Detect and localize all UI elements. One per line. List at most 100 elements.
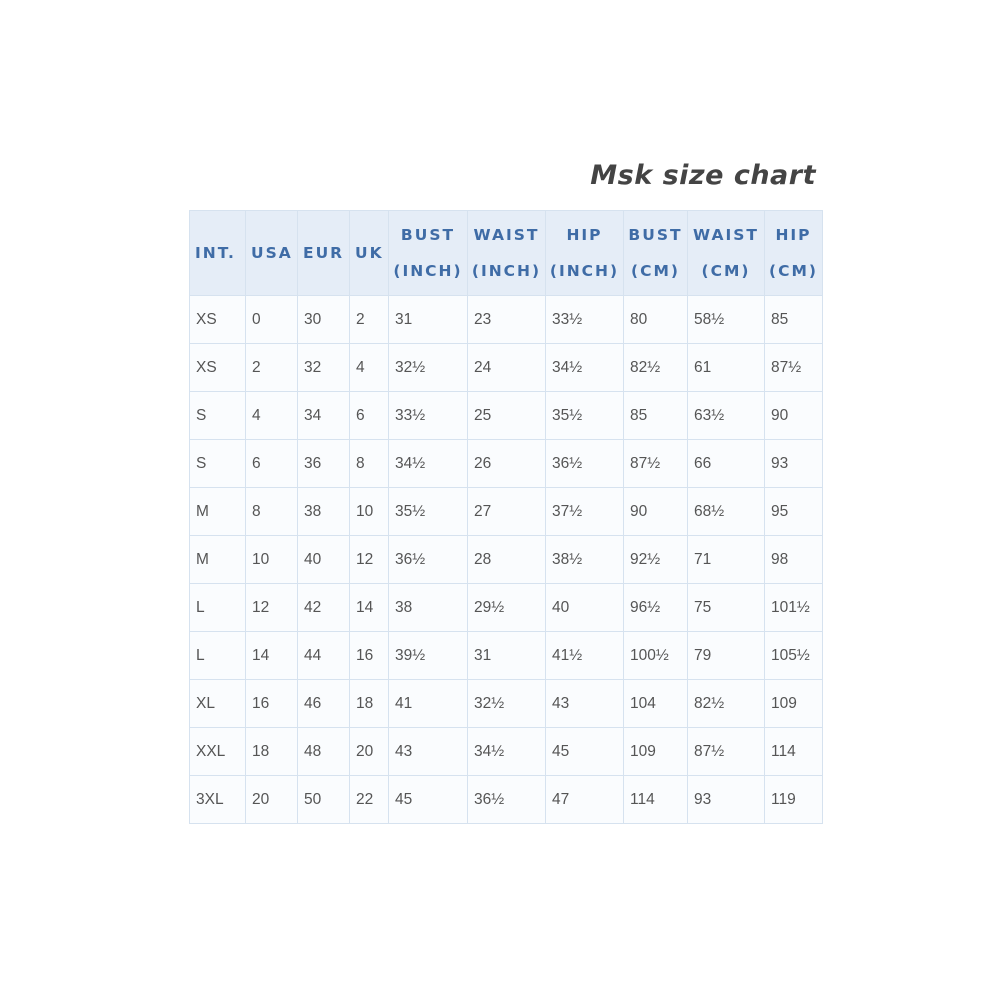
table-cell: 6 xyxy=(245,439,298,488)
table-cell: 33½ xyxy=(388,391,468,440)
table-cell: 104 xyxy=(623,679,688,728)
table-cell: 33½ xyxy=(545,295,624,344)
table-cell: 92½ xyxy=(623,535,688,584)
table-cell: 4 xyxy=(245,391,298,440)
table-row: L 12 42 14 38 29½ 40 96½ 75 101½ xyxy=(189,583,823,632)
table-cell: 10 xyxy=(245,535,298,584)
table-row: XL 16 46 18 41 32½ 43 104 82½ 109 xyxy=(189,679,823,728)
table-cell: 114 xyxy=(623,775,688,824)
column-header: INT. xyxy=(189,210,246,296)
table-cell: 23 xyxy=(467,295,546,344)
table-cell: 6 xyxy=(349,391,389,440)
column-header: HIP (INCH) xyxy=(545,210,624,296)
column-header-label: USA xyxy=(251,244,293,262)
chart-title: Msk size chart xyxy=(590,160,816,191)
column-header-label: (INCH) xyxy=(549,262,620,280)
table-cell: 2 xyxy=(349,295,389,344)
table-cell: 105½ xyxy=(764,631,823,680)
table-cell: 93 xyxy=(687,775,765,824)
table-cell: 48 xyxy=(297,727,350,776)
table-cell: S xyxy=(189,391,246,440)
table-cell: 44 xyxy=(297,631,350,680)
table-cell: 39½ xyxy=(388,631,468,680)
table-cell: 4 xyxy=(349,343,389,392)
table-cell: XXL xyxy=(189,727,246,776)
table-cell: XS xyxy=(189,295,246,344)
column-header: UK xyxy=(349,210,389,296)
column-header-label: BUST xyxy=(628,226,683,244)
table-cell: 34½ xyxy=(545,343,624,392)
table-cell: 109 xyxy=(623,727,688,776)
column-header: WAIST (INCH) xyxy=(467,210,546,296)
size-table: INT. USA EUR UK BUST (INCH) WAIST (INCH) HIP (INC… xyxy=(189,210,823,824)
table-cell: 32½ xyxy=(388,343,468,392)
table-cell: 35½ xyxy=(545,391,624,440)
table-cell: 20 xyxy=(349,727,389,776)
table-cell: 32 xyxy=(297,343,350,392)
column-header-label: (INCH) xyxy=(471,262,542,280)
table-cell: 101½ xyxy=(764,583,823,632)
table-cell: L xyxy=(189,631,246,680)
table-cell: L xyxy=(189,583,246,632)
table-cell: 82½ xyxy=(623,343,688,392)
table-cell: 66 xyxy=(687,439,765,488)
table-cell: 34½ xyxy=(467,727,546,776)
column-header-label: WAIST xyxy=(473,226,540,244)
table-cell: M xyxy=(189,535,246,584)
table-cell: 41 xyxy=(388,679,468,728)
table-cell: 98 xyxy=(764,535,823,584)
table-cell: 35½ xyxy=(388,487,468,536)
table-cell: 61 xyxy=(687,343,765,392)
column-header: BUST (INCH) xyxy=(388,210,468,296)
table-row: XXL 18 48 20 43 34½ 45 109 87½ 114 xyxy=(189,727,823,776)
table-cell: 47 xyxy=(545,775,624,824)
table-cell: 18 xyxy=(245,727,298,776)
column-header: USA xyxy=(245,210,298,296)
table-cell: 27 xyxy=(467,487,546,536)
table-cell: 12 xyxy=(245,583,298,632)
table-cell: 22 xyxy=(349,775,389,824)
table-cell: 12 xyxy=(349,535,389,584)
table-cell: XL xyxy=(189,679,246,728)
table-cell: 80 xyxy=(623,295,688,344)
table-row: M 8 38 10 35½ 27 37½ 90 68½ 95 xyxy=(189,487,823,536)
table-cell: 85 xyxy=(764,295,823,344)
table-cell: 10 xyxy=(349,487,389,536)
table-cell: 43 xyxy=(388,727,468,776)
table-cell: 46 xyxy=(297,679,350,728)
table-cell: 63½ xyxy=(687,391,765,440)
table-cell: 31 xyxy=(467,631,546,680)
table-cell: 96½ xyxy=(623,583,688,632)
table-cell: 25 xyxy=(467,391,546,440)
table-cell: 40 xyxy=(545,583,624,632)
column-header: EUR xyxy=(297,210,350,296)
table-cell: 36 xyxy=(297,439,350,488)
table-cell: 58½ xyxy=(687,295,765,344)
table-cell: 68½ xyxy=(687,487,765,536)
table-cell: 41½ xyxy=(545,631,624,680)
column-header-label: (CM) xyxy=(631,262,680,280)
column-header: HIP (CM) xyxy=(764,210,823,296)
column-header-label: (CM) xyxy=(769,262,818,280)
table-cell: 36½ xyxy=(467,775,546,824)
table-cell: 95 xyxy=(764,487,823,536)
table-cell: 38 xyxy=(388,583,468,632)
table-cell: 3XL xyxy=(189,775,246,824)
table-cell: 14 xyxy=(245,631,298,680)
table-cell: 37½ xyxy=(545,487,624,536)
table-cell: XS xyxy=(189,343,246,392)
table-row: M 10 40 12 36½ 28 38½ 92½ 71 98 xyxy=(189,535,823,584)
table-cell: 119 xyxy=(764,775,823,824)
column-header-label: HIP xyxy=(566,226,603,244)
table-cell: 16 xyxy=(349,631,389,680)
table-cell: 8 xyxy=(349,439,389,488)
table-cell: 40 xyxy=(297,535,350,584)
table-cell: 75 xyxy=(687,583,765,632)
table-cell: 0 xyxy=(245,295,298,344)
column-header-label: (CM) xyxy=(701,262,751,280)
table-cell: 100½ xyxy=(623,631,688,680)
table-cell: 38 xyxy=(297,487,350,536)
column-header: BUST (CM) xyxy=(623,210,688,296)
table-cell: M xyxy=(189,487,246,536)
table-cell: 87½ xyxy=(687,727,765,776)
